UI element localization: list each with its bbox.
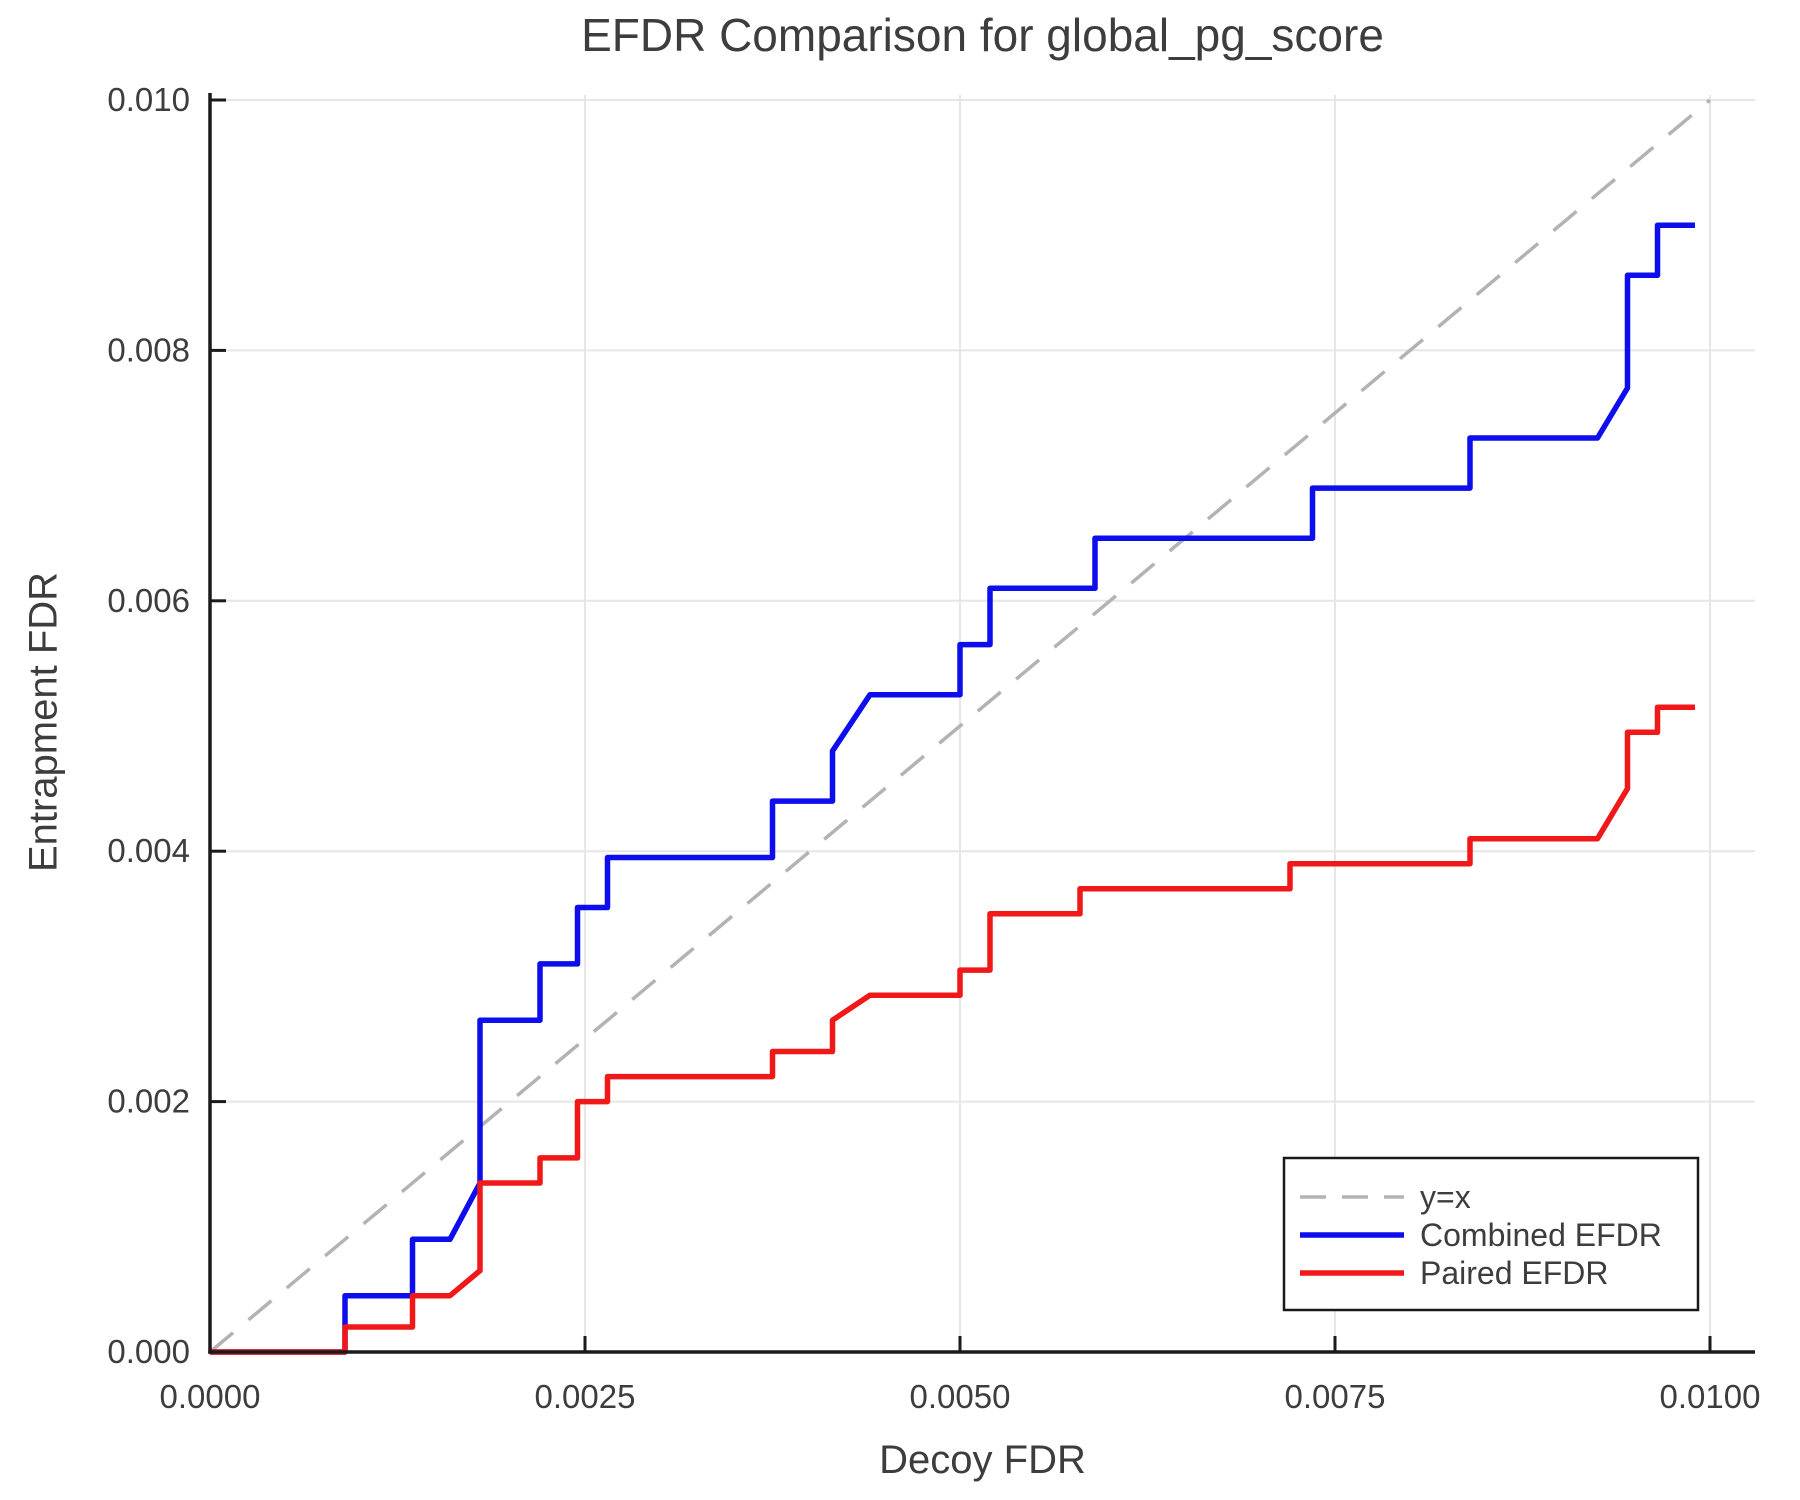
x-tick-label: 0.0100 [1660, 1378, 1761, 1415]
x-tick-label: 0.0000 [160, 1378, 261, 1415]
y-tick-label: 0.010 [107, 81, 190, 118]
series-line-paired-efdr [210, 704, 1695, 1355]
y-tick-label: 0.004 [107, 832, 190, 869]
x-tick-label: 0.0075 [1285, 1378, 1386, 1415]
series-line-y-x [208, 98, 1712, 1354]
x-tick-label: 0.0025 [535, 1378, 636, 1415]
legend-label: Combined EFDR [1420, 1217, 1662, 1253]
y-tick-label: 0.008 [107, 331, 190, 368]
chart-title: EFDR Comparison for global_pg_score [581, 9, 1384, 61]
legend-label: Paired EFDR [1420, 1255, 1609, 1291]
y-tick-label: 0.000 [107, 1333, 190, 1370]
series-line-combined-efdr [210, 222, 1695, 1355]
x-axis-label: Decoy FDR [879, 1438, 1086, 1482]
y-axis-label: Entrapment FDR [21, 571, 66, 873]
y-tick-label: 0.006 [107, 582, 190, 619]
x-tick-label: 0.0050 [910, 1378, 1011, 1415]
y-tick-label: 0.002 [107, 1083, 190, 1120]
legend-label: y=x [1420, 1179, 1471, 1215]
